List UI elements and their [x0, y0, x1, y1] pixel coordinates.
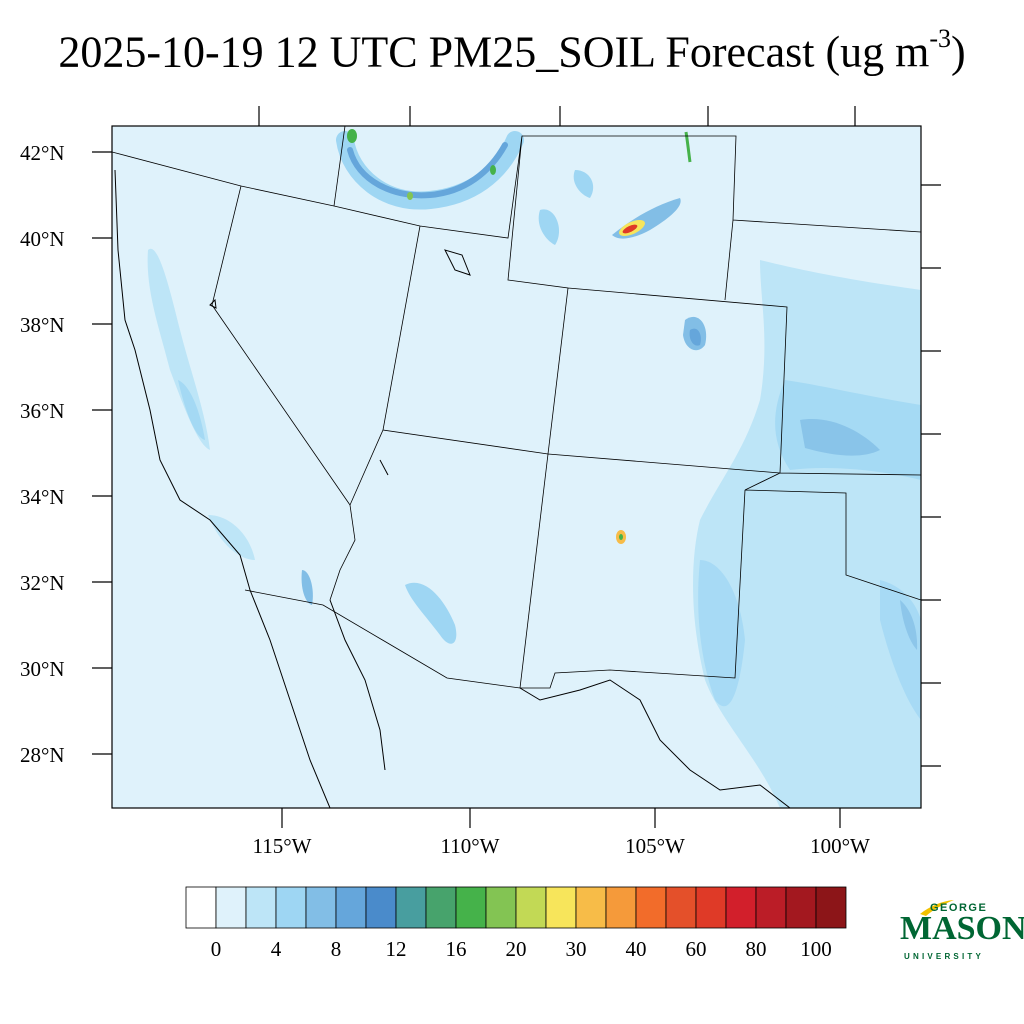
colorbar-swatch [185, 886, 217, 929]
colorbar-label: 40 [626, 937, 647, 961]
title-close: ) [951, 27, 966, 77]
colorbar-swatch [275, 886, 307, 929]
logo-line2: MASON [900, 910, 1024, 947]
lon-label: 115°W [253, 834, 312, 858]
lat-label: 30°N [20, 657, 65, 681]
lat-label: 28°N [20, 743, 65, 767]
idaho-arc-core [347, 142, 508, 199]
map-frame [111, 125, 922, 809]
colorbar-label: 60 [686, 937, 707, 961]
colorbar-label: 100 [800, 937, 832, 961]
gmu-logo: GEORGE MASON UNIVERSITY [896, 898, 1024, 970]
tick-marks [92, 106, 941, 828]
geo-boundaries [112, 126, 921, 808]
title-exponent: -3 [929, 24, 951, 53]
idaho-hotspot-2 [407, 192, 413, 200]
colorbar-swatch [245, 886, 277, 929]
california-shade-north [147, 248, 210, 450]
state-borders [112, 126, 921, 689]
colorbar-label: 20 [506, 937, 527, 961]
colorbar-label: 4 [271, 937, 282, 961]
colorbar-swatch [755, 886, 787, 929]
colorbar-swatch [365, 886, 397, 929]
wyoming-hotspot-inner [622, 224, 638, 234]
colorbar-swatch [575, 886, 607, 929]
colorbar-swatch [455, 886, 487, 929]
colorbar-swatch [215, 886, 247, 929]
wyoming-streak [684, 131, 692, 163]
lat-label: 42°N [20, 141, 65, 165]
longitude-labels: 115°W 110°W 105°W 100°W [253, 834, 871, 858]
colorbar-swatch [695, 886, 727, 929]
wyoming-patch-2 [573, 170, 594, 198]
colorbar-label: 12 [386, 937, 407, 961]
lat-label: 36°N [20, 399, 65, 423]
chart-title: 2025-10-19 12 UTC PM25_SOIL Forecast (ug… [0, 26, 1024, 77]
logo-swoosh-icon [920, 900, 954, 916]
coastline [114, 169, 791, 808]
plains-shade-zone-6 [900, 600, 918, 650]
colorado-patch-core [689, 328, 701, 346]
california-shade-core [178, 380, 205, 440]
colorbar-label: 16 [446, 937, 467, 961]
colorbar-swatch [545, 886, 577, 929]
lat-label: 40°N [20, 227, 65, 251]
plains-shade-zone-5 [800, 419, 880, 456]
logo-line1: GEORGE [930, 902, 988, 914]
colorbar-label: 80 [746, 937, 767, 961]
idaho-hotspot-1 [347, 129, 357, 143]
socal-patch [208, 515, 255, 560]
idaho-hotspot-3 [490, 165, 496, 175]
colorbar-swatch [815, 886, 847, 929]
lat-label: 34°N [20, 485, 65, 509]
concentration-field [147, 129, 921, 808]
arizona-patch [405, 582, 457, 644]
colorbar-swatch [485, 886, 517, 929]
colorbar-swatch [335, 886, 367, 929]
lat-label: 32°N [20, 571, 65, 595]
colorbar-label: 0 [211, 937, 222, 961]
colorbar-swatch [395, 886, 427, 929]
lat-label: 38°N [20, 313, 65, 337]
plains-shade-zone-3 [698, 560, 745, 707]
lon-label: 105°W [625, 834, 685, 858]
colorbar-swatch [605, 886, 637, 929]
colorbar-swatch [305, 886, 337, 929]
colorbar-label: 30 [566, 937, 587, 961]
colorbar-labels: 0 4 8 12 16 20 30 40 60 80 100 [211, 937, 832, 961]
title-text: 2025-10-19 12 UTC PM25_SOIL Forecast (ug… [58, 27, 930, 77]
lon-label: 100°W [810, 834, 870, 858]
latitude-labels: 42°N 40°N 38°N 36°N 34°N 32°N 30°N 28°N [20, 141, 65, 767]
colorbar-swatch [635, 886, 667, 929]
logo-line3: UNIVERSITY [904, 952, 985, 961]
plains-shade-zone-7 [790, 700, 921, 808]
colorbar-label: 8 [331, 937, 342, 961]
colorbar-swatch [725, 886, 757, 929]
lon-label: 110°W [441, 834, 500, 858]
new-mexico-hotspot-core [619, 534, 623, 540]
colorbar-swatch [515, 886, 547, 929]
colorbar-swatch [785, 886, 817, 929]
colorbar [185, 886, 847, 929]
colorbar-swatch [665, 886, 697, 929]
colorbar-swatch [425, 886, 457, 929]
wyoming-patch-1 [538, 209, 560, 245]
border-patch [301, 570, 313, 605]
